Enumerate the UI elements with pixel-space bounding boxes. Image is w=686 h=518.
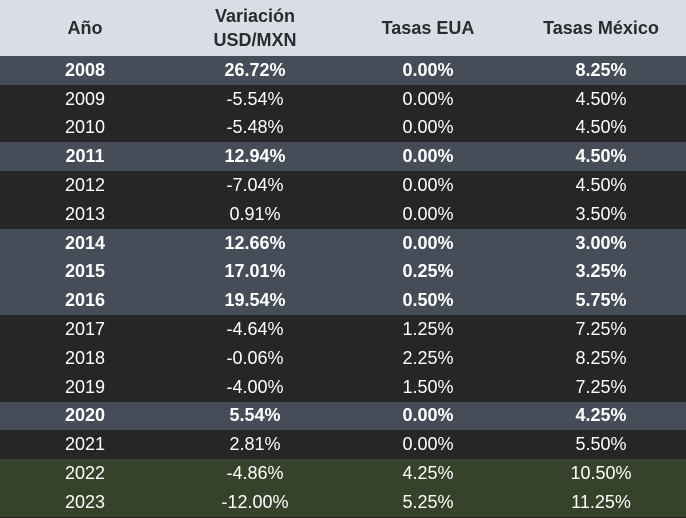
cell-us-rate: 1.50%: [402, 376, 454, 397]
table-row: 2017 -4.64% 1.25% 7.25%: [0, 315, 686, 344]
cell-mexico-rate: 8.25%: [575, 59, 627, 80]
table-row: 2020 5.54% 0.00% 4.25%: [0, 401, 686, 431]
cell-year: 2016: [64, 290, 106, 311]
table-row: 2022 -4.86% 4.25% 10.50%: [0, 459, 686, 488]
cell-usd-mxn-variation: 0.91%: [229, 203, 281, 224]
cell-us-rate: 0.25%: [402, 261, 454, 282]
table-row: 2013 0.91% 0.00% 3.50%: [0, 199, 686, 229]
cell-year: 2020: [64, 405, 106, 426]
table-row: 2023 -12.00% 5.25% 11.25%: [0, 487, 686, 517]
cell-us-rate: 0.50%: [402, 290, 454, 311]
cell-us-rate: 0.00%: [402, 59, 454, 80]
cell-usd-mxn-variation: -4.00%: [226, 376, 284, 397]
table-row: 2019 -4.00% 1.50% 7.25%: [0, 372, 686, 402]
cell-mexico-rate: 8.25%: [575, 347, 627, 368]
table-row: 2009 -5.54% 0.00% 4.50%: [0, 84, 686, 114]
cell-mexico-rate: 5.50%: [575, 434, 627, 455]
cell-us-rate: 5.25%: [402, 491, 454, 512]
cell-usd-mxn-variation: -4.64%: [226, 319, 284, 340]
table-row: 2021 2.81% 0.00% 5.50%: [0, 430, 686, 460]
table-header: Año Variación USD/MXN Tasas EUA Tasas Mé…: [0, 0, 686, 56]
header-year: Año: [67, 18, 103, 38]
cell-year: 2012: [64, 175, 106, 196]
cell-mexico-rate: 4.25%: [575, 405, 627, 426]
cell-year: 2009: [64, 88, 106, 109]
cell-us-rate: 0.00%: [402, 146, 454, 167]
cell-year: 2022: [64, 463, 106, 484]
cell-mexico-rate: 7.25%: [575, 376, 627, 397]
cell-us-rate: 0.00%: [402, 232, 454, 253]
header-usd-mxn-variation: Variación USD/MXN: [170, 4, 340, 52]
header-usd-mxn-variation-label: Variación USD/MXN: [213, 6, 297, 50]
table-row: 2015 17.01% 0.25% 3.25%: [0, 257, 686, 287]
cell-mexico-rate: 3.00%: [575, 232, 627, 253]
cell-usd-mxn-variation: 5.54%: [229, 405, 281, 426]
cell-year: 2015: [64, 261, 106, 282]
table-row: 2018 -0.06% 2.25% 8.25%: [0, 343, 686, 373]
cell-usd-mxn-variation: 17.01%: [224, 261, 286, 282]
header-us-rates: Tasas EUA: [381, 18, 475, 38]
table-body: 2008 26.72% 0.00% 8.25% 2009 -5.54% 0.00% 4.50%…: [0, 56, 686, 517]
cell-us-rate: 0.00%: [402, 203, 454, 224]
table-row: 2011 12.94% 0.00% 4.50%: [0, 142, 686, 172]
cell-year: 2008: [64, 59, 106, 80]
cell-year: 2023: [64, 491, 106, 512]
cell-usd-mxn-variation: -0.06%: [226, 347, 284, 368]
cell-us-rate: 0.00%: [402, 434, 454, 455]
cell-usd-mxn-variation: -7.04%: [226, 175, 284, 196]
table-row: 2008 26.72% 0.00% 8.25%: [0, 56, 686, 85]
cell-us-rate: 1.25%: [402, 319, 454, 340]
cell-usd-mxn-variation: 19.54%: [224, 290, 286, 311]
cell-mexico-rate: 4.50%: [575, 175, 627, 196]
cell-us-rate: 4.25%: [402, 463, 454, 484]
cell-us-rate: 2.25%: [402, 347, 454, 368]
cell-usd-mxn-variation: 12.66%: [224, 232, 286, 253]
cell-mexico-rate: 3.50%: [575, 203, 627, 224]
cell-usd-mxn-variation: 12.94%: [224, 146, 286, 167]
cell-us-rate: 0.00%: [402, 88, 454, 109]
header-mexico-rates: Tasas México: [543, 18, 659, 38]
cell-us-rate: 0.00%: [402, 117, 454, 138]
cell-year: 2019: [64, 376, 106, 397]
cell-mexico-rate: 4.50%: [575, 146, 627, 167]
table-row: 2014 12.66% 0.00% 3.00%: [0, 228, 686, 258]
cell-year: 2014: [64, 232, 106, 253]
cell-mexico-rate: 3.25%: [575, 261, 627, 282]
table-row: 2016 19.54% 0.50% 5.75%: [0, 286, 686, 316]
cell-mexico-rate: 5.75%: [575, 290, 627, 311]
table-row: 2012 -7.04% 0.00% 4.50%: [0, 171, 686, 200]
cell-year: 2013: [64, 203, 106, 224]
cell-usd-mxn-variation: -4.86%: [226, 463, 284, 484]
cell-year: 2021: [64, 434, 106, 455]
cell-usd-mxn-variation: 2.81%: [229, 434, 281, 455]
cell-year: 2010: [64, 117, 106, 138]
cell-mexico-rate: 4.50%: [575, 88, 627, 109]
cell-usd-mxn-variation: -5.54%: [226, 88, 284, 109]
table-row: 2010 -5.48% 0.00% 4.50%: [0, 113, 686, 143]
cell-us-rate: 0.00%: [402, 405, 454, 426]
cell-usd-mxn-variation: 26.72%: [224, 59, 286, 80]
cell-mexico-rate: 4.50%: [575, 117, 627, 138]
cell-mexico-rate: 7.25%: [575, 319, 627, 340]
cell-mexico-rate: 10.50%: [570, 463, 632, 484]
cell-mexico-rate: 11.25%: [571, 491, 631, 512]
cell-us-rate: 0.00%: [402, 175, 454, 196]
cell-usd-mxn-variation: -12.00%: [221, 491, 289, 512]
cell-year: 2017: [64, 319, 106, 340]
cell-usd-mxn-variation: -5.48%: [226, 117, 284, 138]
cell-year: 2018: [64, 347, 106, 368]
cell-year: 2011: [65, 146, 105, 167]
